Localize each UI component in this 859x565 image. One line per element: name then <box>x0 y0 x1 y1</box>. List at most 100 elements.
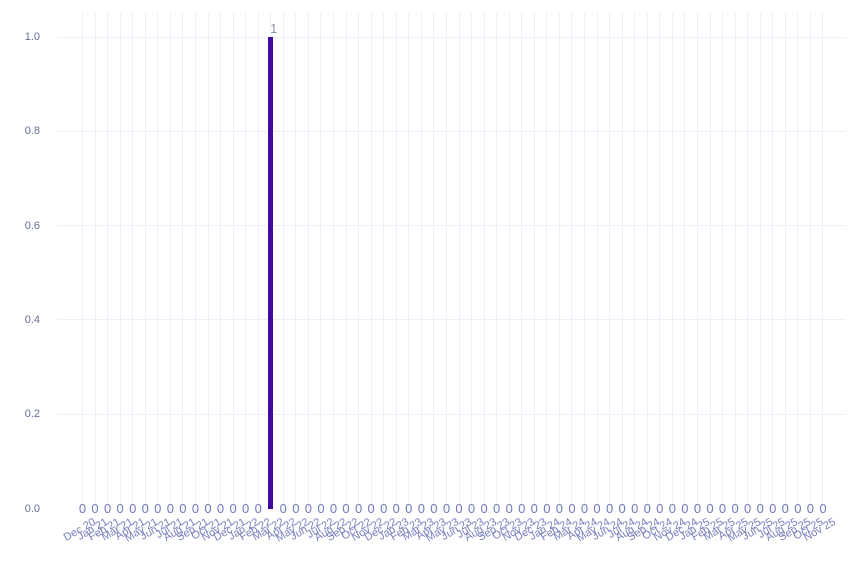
v-gridline <box>596 13 598 512</box>
v-gridline <box>257 13 259 512</box>
v-gridline <box>370 13 372 512</box>
zero-value-label: 0 <box>292 500 300 516</box>
v-gridline <box>546 13 548 512</box>
v-gridline <box>169 13 171 512</box>
v-gridline <box>784 13 786 512</box>
v-gridline <box>634 13 636 512</box>
zero-value-label: 0 <box>354 500 363 516</box>
zero-value-label: 0 <box>681 500 689 516</box>
v-gridline <box>132 13 134 512</box>
v-gridline <box>584 13 585 512</box>
zero-value-label: 0 <box>229 500 237 516</box>
zero-value-label: 0 <box>179 500 187 516</box>
y-tick-label: 0.0 <box>24 502 40 515</box>
zero-value-label: 0 <box>317 500 325 516</box>
bar[interactable] <box>268 37 274 509</box>
zero-value-label: 0 <box>254 500 262 516</box>
v-gridline <box>358 13 360 512</box>
zero-value-label: 0 <box>593 500 601 516</box>
v-gridline <box>232 13 234 512</box>
zero-value-label: 0 <box>78 500 87 516</box>
v-gridline <box>734 13 736 512</box>
h-gridline <box>57 413 846 415</box>
zero-value-label: 0 <box>279 500 287 516</box>
v-gridline <box>659 13 661 512</box>
v-gridline <box>333 13 334 512</box>
zero-value-label: 0 <box>518 500 526 516</box>
zero-value-label: 0 <box>480 500 488 516</box>
v-gridline <box>433 13 435 512</box>
v-gridline <box>722 13 724 512</box>
v-gridline <box>144 13 146 512</box>
zero-value-label: 0 <box>417 500 425 516</box>
v-gridline <box>471 13 473 512</box>
zero-value-label: 0 <box>781 500 789 516</box>
v-gridline <box>521 13 523 512</box>
v-gridline <box>508 13 510 512</box>
zero-value-label: 0 <box>568 500 576 516</box>
zero-value-label: 0 <box>342 500 350 516</box>
v-gridline <box>709 13 711 512</box>
zero-value-label: 0 <box>91 500 99 516</box>
v-gridline <box>747 13 749 512</box>
v-gridline <box>646 13 648 512</box>
y-tick-label: 0.2 <box>24 408 40 421</box>
zero-value-label: 0 <box>706 500 714 516</box>
v-gridline <box>119 13 121 512</box>
zero-value-label: 0 <box>467 500 476 516</box>
v-gridline <box>533 13 535 512</box>
v-gridline <box>307 13 309 512</box>
zero-value-label: 0 <box>819 500 827 516</box>
zero-value-label: 0 <box>668 500 676 516</box>
y-tick-label: 0.8 <box>24 125 40 138</box>
zero-value-label: 0 <box>116 500 124 516</box>
zero-value-label: 0 <box>605 500 614 516</box>
zero-value-label: 0 <box>430 500 438 516</box>
zero-value-label: 0 <box>191 500 200 516</box>
zero-value-label: 0 <box>493 500 501 516</box>
zero-value-label: 0 <box>442 500 451 516</box>
zero-value-label: 0 <box>329 500 338 516</box>
zero-value-label: 0 <box>806 500 814 516</box>
v-gridline <box>207 13 209 512</box>
zero-value-label: 0 <box>555 500 563 516</box>
v-gridline <box>182 13 184 512</box>
v-gridline <box>671 13 673 512</box>
zero-value-label: 0 <box>731 500 739 516</box>
zero-value-label: 0 <box>794 500 802 516</box>
zero-value-label: 0 <box>631 500 639 516</box>
v-gridline <box>797 13 799 512</box>
v-gridline <box>684 13 686 512</box>
zero-value-label: 0 <box>643 500 651 516</box>
v-gridline <box>759 13 761 512</box>
zero-value-label: 0 <box>530 500 538 516</box>
v-gridline <box>82 13 83 512</box>
zero-value-label: 0 <box>618 500 626 516</box>
zero-value-label: 0 <box>580 500 589 516</box>
zero-value-label: 0 <box>367 500 375 516</box>
zero-value-label: 0 <box>718 500 727 516</box>
v-gridline <box>345 13 347 512</box>
v-gridline <box>822 13 824 512</box>
v-gridline <box>383 13 385 512</box>
v-gridline <box>809 13 811 512</box>
y-tick-label: 1.0 <box>24 31 40 43</box>
v-gridline <box>558 13 560 512</box>
v-gridline <box>496 13 498 512</box>
v-gridline <box>395 13 397 512</box>
zero-value-label: 0 <box>154 500 162 516</box>
v-gridline <box>445 13 447 512</box>
zero-value-label: 0 <box>744 500 752 516</box>
h-gridline <box>57 36 846 38</box>
v-gridline <box>408 13 410 512</box>
zero-value-label: 0 <box>405 500 413 516</box>
y-tick-label: 0.4 <box>24 313 40 326</box>
zero-value-label: 0 <box>166 500 174 516</box>
h-gridline <box>57 130 846 132</box>
zero-value-label: 0 <box>392 500 400 516</box>
y-tick-label: 0.6 <box>24 219 40 232</box>
v-gridline <box>420 13 422 512</box>
v-gridline <box>571 13 573 512</box>
zero-value-label: 0 <box>141 500 149 516</box>
